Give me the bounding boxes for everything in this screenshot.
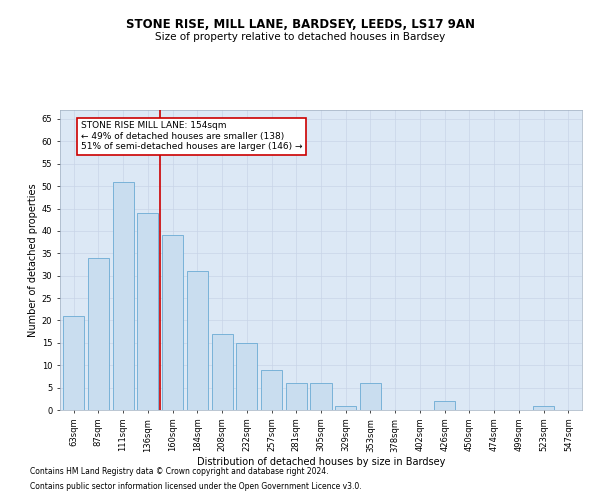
Bar — [187, 271, 208, 410]
X-axis label: Distribution of detached houses by size in Bardsey: Distribution of detached houses by size … — [197, 457, 445, 467]
Bar — [88, 258, 109, 410]
Text: Size of property relative to detached houses in Bardsey: Size of property relative to detached ho… — [155, 32, 445, 42]
Bar — [335, 406, 356, 410]
Bar — [212, 334, 233, 410]
Bar — [261, 370, 282, 410]
Text: Contains HM Land Registry data © Crown copyright and database right 2024.: Contains HM Land Registry data © Crown c… — [30, 467, 329, 476]
Bar — [63, 316, 84, 410]
Text: Contains public sector information licensed under the Open Government Licence v3: Contains public sector information licen… — [30, 482, 362, 491]
Text: STONE RISE MILL LANE: 154sqm
← 49% of detached houses are smaller (138)
51% of s: STONE RISE MILL LANE: 154sqm ← 49% of de… — [81, 121, 302, 151]
Bar — [236, 343, 257, 410]
Bar — [113, 182, 134, 410]
Bar — [137, 213, 158, 410]
Bar — [434, 401, 455, 410]
Bar — [533, 406, 554, 410]
Bar — [162, 236, 183, 410]
Bar — [310, 383, 332, 410]
Y-axis label: Number of detached properties: Number of detached properties — [28, 183, 38, 337]
Text: STONE RISE, MILL LANE, BARDSEY, LEEDS, LS17 9AN: STONE RISE, MILL LANE, BARDSEY, LEEDS, L… — [125, 18, 475, 30]
Bar — [360, 383, 381, 410]
Bar — [286, 383, 307, 410]
